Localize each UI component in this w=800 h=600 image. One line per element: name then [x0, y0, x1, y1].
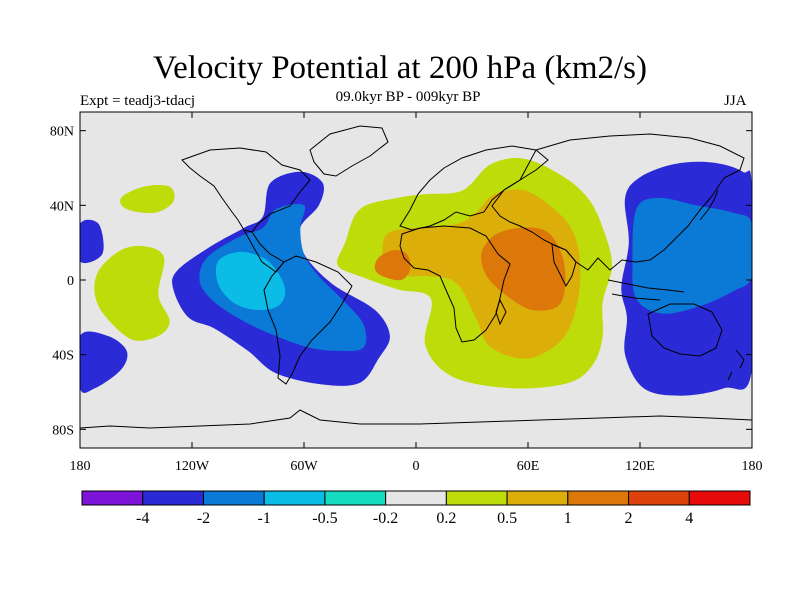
colorbar-level-label: 0.2	[436, 510, 456, 527]
region-south-atlantic-pacific-negative-core	[199, 204, 367, 351]
coast-japan	[699, 189, 719, 221]
chart-subtitle: 09.0kyr BP - 009kyr BP	[335, 89, 481, 105]
y-tick-label: 80N	[50, 125, 74, 140]
colorbar-swatch	[385, 490, 447, 506]
colorbar-swatch	[81, 490, 144, 506]
colorbar-level-label: -2	[197, 510, 210, 527]
region-north-pacific-positive	[120, 185, 175, 214]
x-tick-label: 0	[413, 459, 420, 474]
colorbar-swatch	[688, 490, 751, 506]
coast-new-zealand	[727, 349, 745, 381]
y-tick-label: 80S	[52, 423, 74, 438]
x-tick-label: 60E	[517, 459, 540, 474]
region-west-dateline-negative	[80, 219, 104, 264]
region-central-pacific-positive	[94, 245, 170, 341]
region-east-dateline-negative	[80, 331, 128, 393]
colorbar-level-label: -4	[136, 510, 149, 527]
coastlines	[80, 125, 752, 429]
y-tick-label: 40N	[50, 199, 74, 214]
x-tick-label: 60W	[290, 459, 318, 474]
colorbar-level-label: 1	[564, 510, 572, 527]
colorbar-level-label: -0.2	[373, 510, 398, 527]
coast-asia	[491, 133, 745, 271]
colorbar-swatch	[506, 490, 569, 506]
coast-europe	[399, 145, 549, 231]
colorbar-level-label: 2	[625, 510, 633, 527]
colorbar-swatch	[324, 490, 387, 506]
colorbar-level-label: 0.5	[497, 510, 517, 527]
colorbar-swatch	[567, 490, 630, 506]
y-tick-label: 0	[67, 274, 74, 289]
map-plot-area	[79, 111, 753, 449]
colorbar-level-label: 4	[685, 510, 693, 527]
colorbar-swatch	[628, 490, 690, 506]
colorbar-level-label: -1	[258, 510, 271, 527]
coast-north-america	[181, 147, 311, 233]
coast-africa	[399, 225, 511, 343]
season-label: JJA	[724, 93, 747, 109]
colorbar-swatch	[202, 490, 265, 506]
y-tick-label: 40S	[52, 349, 74, 364]
colorbar-swatch	[445, 490, 508, 506]
x-tick-label: 120W	[175, 459, 210, 474]
colorbar: -4 -2 -1 -0.5 -0.2 0.2 0.5 1 2 4	[81, 490, 751, 527]
coast-indonesia	[607, 279, 685, 301]
coast-south-america	[263, 255, 353, 385]
coast-greenland	[309, 125, 389, 177]
coast-india	[551, 243, 577, 288]
x-tick-label: 180	[742, 459, 763, 474]
experiment-label: Expt = teadj3-tdacj	[80, 93, 196, 109]
coast-antarctica	[80, 409, 752, 429]
region-west-pacific-negative-core	[632, 197, 752, 314]
coast-australia	[647, 303, 723, 357]
colorbar-level-label: -0.5	[312, 510, 337, 527]
region-west-africa-high	[374, 249, 411, 281]
colorbar-swatch	[142, 490, 204, 506]
x-tick-label: 120E	[625, 459, 655, 474]
axes: 180 120W 60W 0 60E 120E 180 80N 40N 0 40S 80S	[50, 112, 763, 474]
x-tick-label: 180	[70, 459, 91, 474]
chart-title: Velocity Potential at 200 hPa (km2/s)	[152, 50, 648, 86]
coast-madagascar	[495, 298, 507, 326]
colorbar-swatch	[263, 490, 326, 506]
